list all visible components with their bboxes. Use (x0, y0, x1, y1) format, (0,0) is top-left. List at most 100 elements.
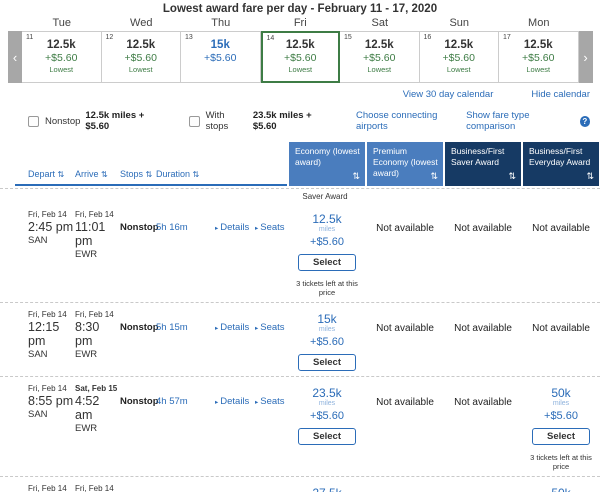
fare-miles[interactable]: 50k (523, 486, 599, 492)
calendar-cell-feb15[interactable]: 15 12.5k +$5.60 Lowest (340, 31, 420, 83)
sort-icon: ⇅ (192, 170, 200, 179)
question-mark-icon[interactable]: ? (579, 115, 590, 127)
calendar-cell-feb11[interactable]: 11 12.5k +$5.60 Lowest (22, 31, 102, 83)
details-link[interactable]: ▸Details (215, 396, 250, 407)
seats-link[interactable]: ▸Seats (255, 396, 285, 407)
business-saver-not-available: Not available (454, 223, 512, 234)
sort-stops[interactable]: Stops ⇅ (120, 169, 153, 179)
depart-date: Fri, Feb 14 (28, 484, 67, 492)
cell-miles: 12.5k (285, 39, 315, 51)
duration-cell[interactable]: 9h 45m (156, 484, 215, 492)
hide-calendar-link[interactable]: Hide calendar (531, 89, 590, 100)
depart-airport: SAN (28, 349, 48, 360)
details-link[interactable]: ▸Details (215, 222, 250, 233)
sort-icon: ⇅ (101, 170, 108, 179)
arrive-date: Fri, Feb 14 (75, 484, 114, 492)
view-30-day-calendar-link[interactable]: View 30 day calendar (402, 89, 494, 100)
nonstop-label: Nonstop (45, 115, 81, 127)
duration-cell[interactable]: 4h 57m (156, 396, 188, 407)
fare-miles[interactable]: 50k (551, 386, 571, 400)
arrive-cell: Sat, Feb 15 4:52 am EWR (75, 384, 120, 471)
arrive-time: 4:52 am (75, 394, 100, 422)
cell-lowest-tag: Lowest (128, 65, 153, 74)
fare-miles[interactable]: 15k (317, 312, 337, 326)
fare-miles[interactable]: 27.5k (289, 486, 365, 492)
cell-fee: +$5.60 (442, 52, 475, 64)
triangle-right-icon: ▸ (215, 399, 219, 406)
nonstop-price: 12.5k miles + $5.60 (85, 110, 145, 132)
with-stops-label: With stops (205, 110, 229, 132)
chevron-right-icon[interactable]: › (578, 31, 593, 83)
fare-miles[interactable]: 12.5k (312, 212, 342, 226)
business-everyday-not-available: Not available (532, 323, 590, 334)
stops-link[interactable]: 1 stop (120, 484, 156, 492)
column-business-first-saver-award[interactable]: Business/First Saver Award ⇅ (445, 142, 521, 186)
premium-economy-not-available: Not available (376, 397, 434, 408)
select-button[interactable]: Select (298, 354, 356, 371)
triangle-right-icon: ▸ (255, 225, 259, 232)
business-everyday-not-available: Not available (532, 223, 590, 234)
arrive-cell: Fri, Feb 14 11:01 pm EWR (75, 210, 120, 297)
depart-airport: SAN (28, 409, 48, 420)
calendar-cell-feb14-selected[interactable]: 14 12.5k +$5.60 Lowest (260, 31, 340, 83)
stops-cell: Nonstop (120, 222, 159, 233)
cell-miles: 12.5k (126, 39, 156, 51)
arrive-date: Fri, Feb 14 (75, 310, 114, 319)
seats-link[interactable]: ▸Seats (255, 222, 285, 233)
flight-row: Fri, Feb 14 8:55 pm SAN Sat, Feb 15 4:52… (0, 377, 600, 477)
cell-lowest-tag: Lowest (367, 65, 392, 74)
fare-fee: +$5.60 (310, 336, 344, 348)
column-business-first-everyday-award[interactable]: Business/First Everyday Award ⇅ (523, 142, 599, 186)
fare-miles[interactable]: 23.5k (312, 386, 342, 400)
day-name: Sat (371, 17, 388, 29)
depart-airport: SAN (28, 235, 48, 246)
cell-fee: +$5.60 (284, 52, 317, 64)
chevron-left-icon[interactable]: ‹ (8, 31, 22, 83)
sort-duration[interactable]: Duration ⇅ (156, 169, 200, 179)
calendar-cell-feb16[interactable]: 16 12.5k +$5.60 Lowest (419, 31, 499, 83)
show-fare-type-comparison-link[interactable]: Show fare type comparison (466, 110, 530, 132)
with-stops-price: 23.5k miles + $5.60 (252, 110, 312, 132)
duration-cell[interactable]: 5h 15m (156, 322, 188, 333)
arrive-airport: EWR (75, 423, 98, 434)
calendar-cell-feb12[interactable]: 12 12.5k +$5.60 Lowest (101, 31, 181, 83)
depart-time: 12:15 pm (28, 320, 60, 348)
business-everyday-fare-cell: 50k miles +$5.60 Select 5 tickets left a… (523, 484, 599, 492)
economy-fare-cell: 27.5k miles +$5.60 Select 6 tickets left… (289, 484, 365, 492)
nonstop-checkbox[interactable] (28, 115, 39, 127)
column-premium-economy-lowest-award[interactable]: Premium Economy (lowest award) ⇅ (367, 142, 443, 186)
results-rows: Saver Award Fri, Feb 14 2:45 pm SAN Fri,… (0, 188, 600, 492)
select-button[interactable]: Select (298, 428, 356, 445)
cell-miles: 12.5k (46, 39, 76, 51)
sort-icon: ⇅ (430, 171, 438, 182)
details-link[interactable]: ▸Details (215, 322, 250, 333)
miles-unit: miles (318, 226, 336, 233)
select-button[interactable]: Select (532, 428, 590, 445)
duration-cell[interactable]: 5h 16m (156, 222, 188, 233)
cell-fee: +$5.60 (522, 52, 555, 64)
arrive-time: 8:30 pm (75, 320, 100, 348)
sort-icon: ⇅ (57, 170, 65, 179)
tickets-left-note: 3 tickets left at this price (296, 279, 358, 297)
seats-link[interactable]: ▸Seats (255, 322, 285, 333)
day-name: Sun (449, 17, 470, 29)
sort-depart[interactable]: Depart ⇅ (28, 169, 65, 179)
arrive-airport: EWR (75, 349, 98, 360)
calendar-day-names: Tue Wed Thu Fri Sat Sun Mon (22, 17, 586, 29)
tickets-left-note: 3 tickets left at this price (530, 453, 592, 471)
select-button[interactable]: Select (298, 254, 356, 271)
triangle-right-icon: ▸ (255, 399, 259, 406)
with-stops-checkbox[interactable] (188, 115, 200, 127)
depart-cell: Fri, Feb 14 12:15 pm SAN (28, 310, 75, 371)
column-economy-lowest-award[interactable]: Economy (lowest award) ⇅ (289, 142, 365, 186)
sort-arrive[interactable]: Arrive ⇅ (75, 169, 108, 179)
details-link[interactable]: ▸Details (215, 484, 255, 492)
calendar-cell-feb13[interactable]: 13 15k +$5.60 (181, 31, 261, 83)
choose-connecting-airports-link[interactable]: Choose connecting airports (356, 110, 438, 132)
cell-date: 13 (185, 34, 193, 41)
seats-link[interactable]: ▸Seats (255, 484, 287, 492)
cell-fee: +$5.60 (363, 52, 396, 64)
calendar-cell-feb17[interactable]: 17 12.5k +$5.60 Lowest (499, 31, 579, 83)
sort-header-block: Depart ⇅ Arrive ⇅ Stops ⇅ Duration ⇅ (15, 142, 287, 186)
sort-icon: ⇅ (586, 171, 594, 182)
